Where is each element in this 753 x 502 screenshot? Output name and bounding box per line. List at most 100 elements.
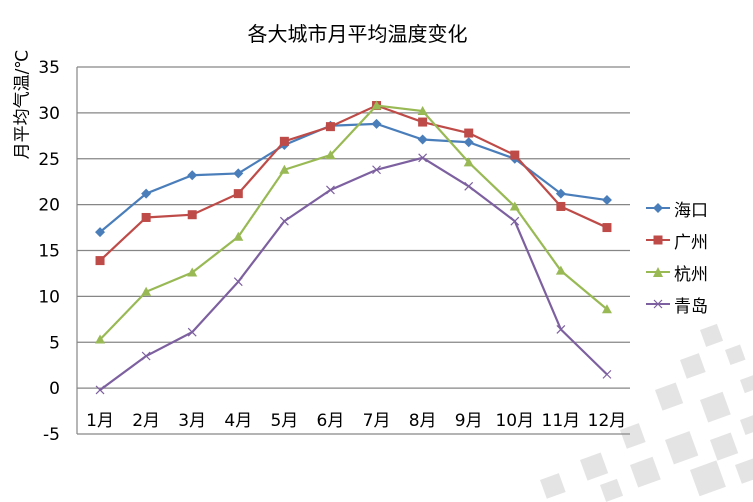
legend-marker-x-icon bbox=[646, 299, 670, 309]
series-x bbox=[95, 153, 612, 395]
legend-label: 广州 bbox=[674, 232, 708, 253]
data-point bbox=[279, 216, 289, 226]
background-square bbox=[740, 375, 753, 394]
data-point bbox=[418, 117, 428, 127]
legend: 海口 广州 杭州 青岛 bbox=[646, 192, 708, 320]
background-square bbox=[700, 391, 731, 423]
y-tick-label: 15 bbox=[38, 242, 60, 262]
data-point bbox=[279, 136, 289, 146]
data-point bbox=[95, 256, 105, 266]
background-square bbox=[665, 431, 699, 465]
series-line bbox=[99, 104, 608, 341]
x-tick-label: 11月 bbox=[542, 411, 581, 431]
legend-item-guangzhou: 广州 bbox=[646, 224, 708, 256]
legend-marker-square-icon bbox=[646, 235, 670, 245]
x-tick-labels: 1月 2月 3月 4月 5月 6月 7月 8月 9月 10月 11月 12月 bbox=[86, 411, 626, 431]
data-point bbox=[417, 134, 428, 145]
series-line bbox=[99, 156, 608, 391]
data-point bbox=[233, 168, 244, 179]
data-point bbox=[372, 165, 381, 175]
x-tick-label: 9月 bbox=[455, 411, 483, 431]
legend-item-haikou: 海口 bbox=[646, 192, 708, 224]
data-point bbox=[371, 118, 382, 129]
data-point bbox=[556, 324, 566, 334]
x-tick-label: 3月 bbox=[178, 411, 206, 431]
data-point bbox=[464, 181, 474, 191]
data-point bbox=[141, 286, 152, 296]
x-tick-label: 5月 bbox=[270, 411, 298, 431]
legend-label: 海口 bbox=[674, 200, 708, 221]
y-tick-label: 35 bbox=[38, 58, 60, 78]
x-tick-label: 7月 bbox=[363, 411, 391, 431]
data-point bbox=[326, 185, 335, 195]
data-point bbox=[601, 304, 612, 314]
y-tick-label: 25 bbox=[38, 150, 60, 170]
data-point bbox=[187, 327, 197, 337]
data-point bbox=[141, 212, 151, 222]
data-point bbox=[325, 150, 336, 160]
data-point bbox=[95, 227, 106, 238]
chart-title: 各大城市月平均温度变化 bbox=[247, 22, 468, 46]
background-square bbox=[689, 460, 726, 497]
data-point bbox=[187, 210, 197, 220]
legend-label: 杭州 bbox=[674, 264, 708, 285]
background-square bbox=[679, 353, 706, 379]
y-tick-labels: 35 30 25 20 15 10 5 0 -5 bbox=[38, 58, 60, 445]
x-tick-label: 6月 bbox=[317, 411, 345, 431]
legend-label: 青岛 bbox=[674, 296, 708, 317]
data-point bbox=[510, 216, 520, 226]
background-square bbox=[539, 473, 566, 499]
data-point bbox=[141, 188, 152, 199]
y-tick-label: 20 bbox=[38, 196, 60, 216]
data-point bbox=[418, 153, 428, 163]
background-square bbox=[620, 423, 646, 449]
series-square bbox=[95, 101, 612, 266]
y-tick-label: 30 bbox=[38, 104, 60, 124]
data-point bbox=[233, 189, 243, 199]
data-point bbox=[510, 150, 520, 160]
x-tick-label: 12月 bbox=[588, 411, 627, 431]
background-square bbox=[735, 458, 753, 484]
series-line bbox=[99, 104, 608, 262]
background-square bbox=[655, 382, 684, 411]
data-point bbox=[95, 334, 106, 344]
background-square bbox=[725, 344, 746, 366]
legend-marker-triangle-icon bbox=[646, 267, 670, 277]
gridlines bbox=[76, 66, 630, 435]
series-triangle bbox=[95, 100, 612, 344]
data-point bbox=[325, 122, 335, 132]
data-point bbox=[233, 277, 243, 287]
background-square bbox=[630, 456, 661, 488]
data-point bbox=[463, 137, 474, 148]
legend-marker-diamond-icon bbox=[646, 203, 670, 213]
data-point bbox=[602, 369, 612, 379]
y-tick-label: 5 bbox=[49, 333, 60, 353]
x-tick-label: 8月 bbox=[409, 411, 437, 431]
background-decoration bbox=[539, 323, 753, 502]
background-square bbox=[710, 432, 739, 461]
data-point bbox=[279, 164, 290, 174]
data-point bbox=[187, 170, 198, 181]
data-point bbox=[555, 265, 566, 275]
data-point bbox=[233, 231, 244, 241]
data-point bbox=[556, 201, 566, 211]
y-tick-label: 0 bbox=[49, 379, 60, 399]
data-point bbox=[417, 106, 428, 116]
data-point bbox=[371, 100, 382, 110]
series-lines bbox=[95, 100, 612, 395]
background-square bbox=[580, 452, 609, 481]
x-tick-label: 2月 bbox=[132, 411, 160, 431]
y-tick-label: -5 bbox=[43, 425, 60, 445]
background-square bbox=[600, 478, 624, 502]
data-point bbox=[187, 267, 198, 277]
x-tick-label: 1月 bbox=[86, 411, 114, 431]
data-point bbox=[555, 188, 566, 199]
x-tick-label: 10月 bbox=[495, 411, 534, 431]
data-point bbox=[602, 223, 612, 233]
data-point bbox=[463, 157, 474, 167]
data-point bbox=[141, 351, 151, 361]
y-tick-label: 10 bbox=[38, 287, 60, 307]
data-point bbox=[509, 201, 520, 211]
legend-item-qingdao: 青岛 bbox=[646, 288, 708, 320]
legend-item-hangzhou: 杭州 bbox=[646, 256, 708, 288]
